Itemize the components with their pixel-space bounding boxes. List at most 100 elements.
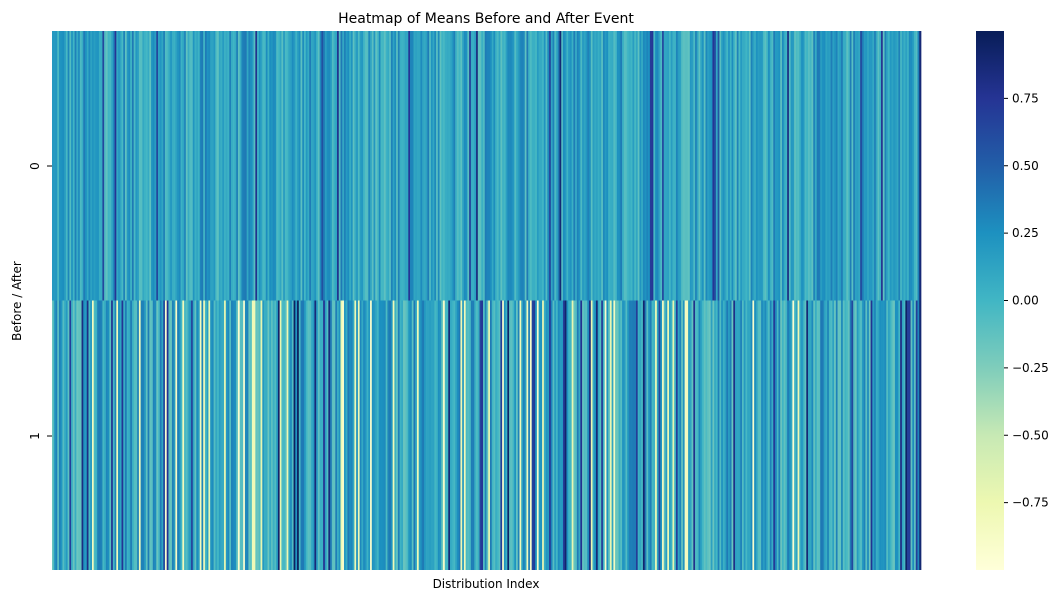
heatmap-cell [735,300,738,570]
heatmap-cell [237,31,241,301]
heatmap-cell [834,31,837,301]
heatmap-cell [844,31,847,301]
heatmap-cell [481,31,484,301]
heatmap-cell [307,300,310,570]
heatmap-cell [908,31,911,301]
heatmap-cell [524,31,527,301]
heatmap-cell [397,31,400,301]
heatmap-cell [363,31,366,301]
heatmap-cell [76,300,79,570]
heatmap-cell [681,31,684,301]
heatmap-cell [891,31,894,301]
heatmap-cell [420,300,423,570]
heatmap-cell [754,300,757,570]
heatmap-cell [627,300,630,570]
heatmap-cell [135,31,138,301]
heatmap-cell [192,31,195,301]
heatmap-cell [818,31,821,301]
heatmap-cell [111,300,114,570]
heatmap-cell [119,300,122,570]
heatmap-cell [340,300,343,570]
heatmap-cell [361,300,364,570]
heatmap-cell [837,300,840,570]
heatmap-cell [841,31,844,301]
heatmap-cell [794,31,797,301]
heatmap-cell [246,300,249,570]
heatmap-cell [832,31,835,301]
heatmap-cell [100,31,103,301]
heatmap-cell [910,31,913,301]
heatmap-cell [218,31,221,301]
heatmap-cell [363,300,366,570]
heatmap-cell [865,300,868,570]
heatmap-cell [641,300,644,570]
heatmap-cell [590,31,593,301]
heatmap-cell [620,300,623,570]
heatmap-cell [159,300,162,570]
heatmap-cell [907,300,910,570]
heatmap-cell [764,31,767,301]
heatmap-cell [272,300,275,570]
heatmap-cell [559,31,562,301]
heatmap-cell [663,300,666,570]
heatmap-cell [660,31,663,301]
heatmap-cell [731,300,734,570]
heatmap-cell [383,300,387,570]
heatmap-cell [401,31,404,301]
heatmap-cell [330,300,333,570]
heatmap-cell [684,300,687,570]
heatmap-cell [62,300,65,570]
heatmap-cell [587,31,590,301]
heatmap-cell [814,300,818,570]
heatmap-cell [133,31,136,301]
heatmap-cell [877,300,880,570]
heatmap-cell [97,31,100,301]
heatmap-cell [85,300,88,570]
heatmap-cell [839,31,842,301]
heatmap-cell [184,31,187,301]
heatmap-cell [85,31,88,301]
heatmap-cell [295,300,298,570]
heatmap-cell [695,31,698,301]
heatmap-cell [547,31,550,301]
heatmap-cell [277,300,281,570]
heatmap-cell [161,31,164,301]
heatmap-cell [182,31,185,301]
heatmap-cell [453,300,456,570]
heatmap-cell [557,31,560,301]
heatmap-cell [543,300,546,570]
heatmap-cell [827,300,830,570]
heatmap-cell [52,31,55,301]
heatmap-cell [239,300,242,570]
heatmap-cell [811,31,814,301]
heatmap-cell [672,31,675,301]
heatmap-cell [116,31,119,301]
heatmap-cell [731,31,734,301]
heatmap-cell [60,300,63,570]
heatmap-cell [170,300,173,570]
heatmap-cell [350,31,354,301]
heatmap-cell [914,31,917,301]
heatmap-cell [283,31,286,301]
heatmap-cell [761,300,764,570]
heatmap-cell [55,300,58,570]
heatmap-cell [766,300,769,570]
heatmap-cell [298,300,301,570]
heatmap-cell [542,300,545,570]
heatmap-cell [881,300,884,570]
heatmap-cell [333,31,336,301]
heatmap-cell [703,31,706,301]
heatmap-cell [469,31,472,301]
heatmap-cell [317,31,321,301]
heatmap-cell [594,31,597,301]
heatmap-cell [260,300,263,570]
colorbar: 0.75 0.50 0.25 0.00 −0.25 −0.50 −0.75 [976,31,1049,570]
heatmap-cell [768,300,771,570]
heatmap-cell [827,31,830,301]
heatmap-cell [74,31,77,301]
heatmap-cell [533,31,536,301]
heatmap-cell [396,31,399,301]
heatmap-cell [95,300,98,570]
heatmap-cell [613,31,616,301]
heatmap-cell [88,300,91,570]
